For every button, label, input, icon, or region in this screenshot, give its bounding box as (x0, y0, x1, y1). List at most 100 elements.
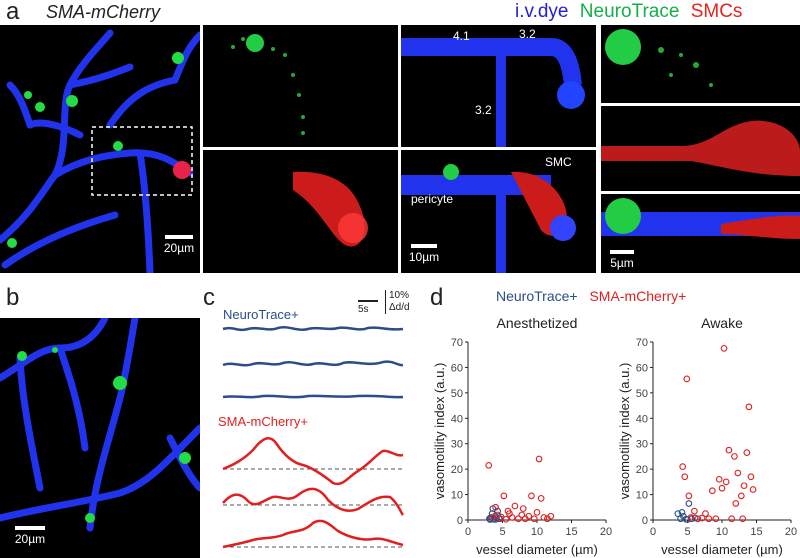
data-point (740, 482, 748, 490)
x-tick-label: 10 (531, 526, 543, 538)
data-point (681, 473, 689, 481)
data-point (508, 514, 516, 521)
data-point (685, 492, 693, 500)
y-axis-label: vasomotility index (a.u.) (617, 363, 632, 500)
vessel-diameter-label-1: 4.1 (453, 29, 470, 43)
data-point (486, 516, 494, 523)
data-point (674, 510, 682, 517)
legend-smc: SMA-mCherry+ (589, 288, 687, 304)
channel-smcs: SMCs (690, 1, 743, 22)
data-point (678, 509, 686, 516)
vessel-diameter-label-3: 3.2 (475, 103, 492, 117)
data-point (743, 449, 751, 456)
data-point (530, 515, 538, 523)
vessel-network-overview (0, 29, 200, 273)
y-tick-label: 60 (636, 362, 648, 374)
merged-channel-image (401, 164, 576, 273)
neurotrace-traces-label: NeuroTrace+ (223, 307, 299, 322)
data-point (515, 515, 522, 523)
panel-d-letter: d (430, 284, 444, 311)
panel-a-smc-red (203, 150, 398, 273)
data-point (715, 475, 723, 483)
data-point (698, 514, 706, 522)
smc-traces-label: SMA-mCherry+ (218, 414, 308, 429)
data-point (728, 515, 736, 523)
panel-a-overview-image: 20µm (0, 25, 200, 273)
data-point (518, 511, 526, 519)
y-tick-label: 70 (636, 337, 648, 349)
y-tick-label: 0 (457, 515, 463, 527)
panel-c-letter: c (203, 284, 215, 311)
data-point (694, 515, 702, 523)
data-point (537, 495, 545, 502)
chart-title: Awake (701, 315, 743, 331)
scalebar-b-20um: 20µm (12, 526, 48, 546)
data-point (525, 512, 533, 520)
data-point (511, 502, 519, 510)
data-point (705, 515, 713, 523)
data-point (687, 514, 695, 521)
y-tick-label: 30 (451, 439, 463, 451)
x-tick-label: 20 (600, 526, 612, 538)
pericyte-label: pericyte (411, 192, 454, 206)
data-point (485, 461, 493, 469)
panel-a-letter: a (6, 0, 20, 25)
smc-channel-image (293, 171, 368, 247)
data-point (679, 463, 687, 470)
data-point (535, 455, 543, 463)
data-point (732, 500, 740, 507)
y-tick-label: 40 (636, 413, 648, 425)
chart-title: Anesthetized (497, 315, 578, 331)
x-tick-label: 5 (499, 526, 505, 538)
y-tick-label: 50 (636, 388, 648, 400)
zoom-neurotrace-image (605, 29, 713, 87)
panel-a-zoom-green (601, 25, 800, 103)
smc-trace-1 (222, 437, 404, 486)
data-point (519, 505, 527, 512)
zoom-merge-image (601, 198, 800, 239)
y-tick-label: 0 (642, 515, 648, 527)
y-tick-label: 70 (451, 337, 463, 349)
time-scalebar: 5s (358, 300, 378, 315)
y-axis-label: vasomotility index (a.u.) (432, 363, 447, 500)
x-tick-label: 15 (565, 526, 577, 538)
data-point (734, 469, 742, 477)
panel-b-image: 20µm (0, 318, 200, 558)
neurotrace-trace-1 (222, 326, 404, 332)
y-tick-label: 10 (451, 490, 463, 502)
y-tick-label: 60 (451, 362, 463, 374)
data-point (731, 453, 738, 460)
x-tick-label: 15 (750, 526, 762, 538)
data-point (720, 345, 728, 352)
smc-trace-2 (222, 487, 405, 516)
data-point (691, 514, 699, 522)
legend-neurotrace: NeuroTrace+ (496, 288, 578, 304)
channel-legend: i.v.dye NeuroTrace SMCs (515, 1, 742, 23)
neurotrace-trace-2 (222, 360, 404, 367)
vessel-diameter-label-2: 3.2 (519, 27, 536, 41)
scalebar-20um: 20µm (162, 235, 196, 255)
panel-a-ivdye-blue: 4.1 3.2 3.2 (401, 25, 596, 147)
data-point (722, 478, 730, 486)
data-point (739, 515, 747, 523)
data-point (488, 514, 496, 521)
amplitude-scalebar: 10% Δd/d (385, 290, 410, 314)
data-point (504, 507, 512, 515)
zoom-smc-image (601, 120, 800, 176)
data-point (500, 492, 508, 500)
x-tick-label: 0 (650, 526, 656, 538)
data-point (747, 473, 755, 481)
panel-b-letter: b (6, 284, 20, 311)
data-point (533, 509, 541, 516)
panel-d-legend: NeuroTrace+ SMA-mCherry+ (496, 288, 686, 304)
data-point (492, 503, 499, 511)
data-point (528, 492, 535, 500)
x-tick-label: 20 (785, 526, 797, 538)
neurotrace-trace-3 (222, 394, 404, 399)
channel-neurotrace: NeuroTrace (579, 1, 680, 22)
y-tick-label: 40 (451, 413, 463, 425)
y-tick-label: 30 (636, 439, 648, 451)
data-point (737, 492, 745, 500)
